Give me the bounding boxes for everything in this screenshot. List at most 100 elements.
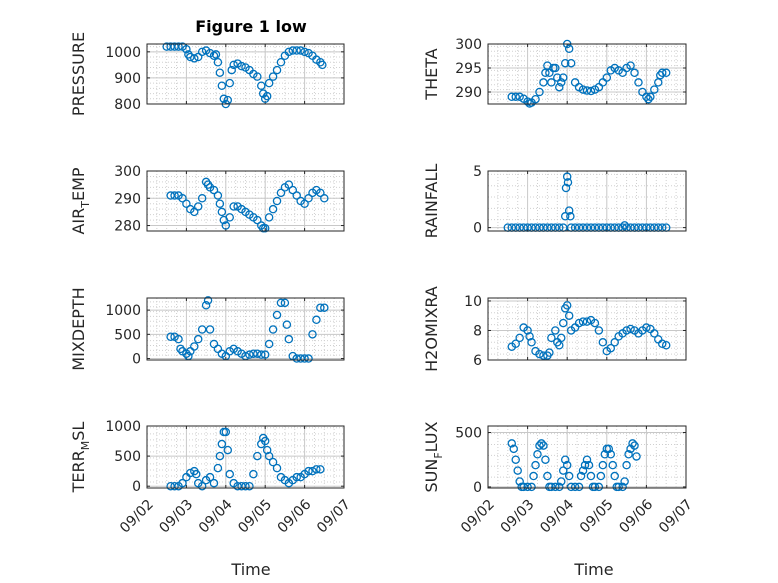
data-point <box>262 445 272 455</box>
data-point <box>511 339 520 349</box>
data-point <box>557 477 566 486</box>
data-point <box>590 318 600 328</box>
data-point <box>558 318 568 328</box>
data-point <box>626 61 635 70</box>
data-point <box>186 468 195 478</box>
x-axis-label-left: Time <box>230 560 270 579</box>
data-point <box>608 460 617 470</box>
data-point <box>276 298 286 308</box>
data-point <box>529 471 538 481</box>
data-point <box>537 439 546 448</box>
y-tick-label: 900 <box>114 71 141 87</box>
data-point <box>205 472 215 482</box>
data-point <box>570 482 580 492</box>
data-point <box>614 482 623 492</box>
data-point <box>280 298 290 308</box>
y-tick-label: 300 <box>114 164 141 180</box>
data-point <box>566 58 576 68</box>
x-tick-label: 09/03 <box>156 497 196 537</box>
data-point <box>661 340 671 350</box>
y-tick-label: 800 <box>114 97 141 113</box>
data-point <box>162 42 171 51</box>
data-point <box>562 301 572 310</box>
y-tick-label: 5 <box>473 164 482 180</box>
y-axis-label: SUNFLUX <box>422 421 445 492</box>
data-point <box>604 444 614 454</box>
data-point <box>539 78 548 87</box>
data-point <box>215 451 225 461</box>
data-point <box>509 444 518 454</box>
y-axis-label: PRESSURE <box>69 32 88 116</box>
data-point <box>253 451 262 461</box>
x-tick-label: 09/04 <box>537 497 577 537</box>
data-point <box>178 194 187 203</box>
data-point <box>318 60 327 70</box>
y-tick-label: 280 <box>114 219 141 235</box>
data-point <box>600 450 610 459</box>
data-point <box>598 338 608 347</box>
data-point <box>547 482 556 492</box>
data-point <box>264 339 274 349</box>
data-point <box>166 191 175 200</box>
data-point <box>249 349 258 358</box>
y-tick-label: 500 <box>114 327 141 343</box>
y-tick-label: 8 <box>473 323 482 339</box>
data-point <box>209 185 219 195</box>
data-point <box>292 354 301 363</box>
data-point <box>292 46 301 55</box>
data-point <box>566 212 575 221</box>
data-point <box>253 215 262 225</box>
data-point <box>209 478 219 488</box>
data-point <box>264 451 274 461</box>
x-axis-label-right: Time <box>573 560 613 579</box>
figure-title: Figure 1 low <box>195 17 307 36</box>
data-point <box>288 46 298 55</box>
data-point <box>213 463 223 473</box>
data-point <box>547 78 556 87</box>
data-point <box>560 212 570 221</box>
data-point <box>264 213 274 222</box>
y-tick-label: 300 <box>455 37 482 53</box>
y-tick-label: 1000 <box>105 419 141 435</box>
data-point <box>176 344 185 354</box>
data-point <box>316 58 325 67</box>
x-tick-label: 09/02 <box>458 497 498 537</box>
data-point <box>566 482 576 492</box>
data-point <box>312 315 321 325</box>
y-tick-label: 290 <box>114 191 141 207</box>
data-point <box>574 318 584 328</box>
y-tick-label: 295 <box>455 61 482 77</box>
data-point <box>190 207 199 217</box>
data-point <box>272 196 282 206</box>
data-point <box>225 213 234 222</box>
data-point <box>249 469 258 479</box>
y-tick-label: 0 <box>473 221 482 237</box>
data-point <box>320 303 329 312</box>
y-tick-label: 0 <box>132 479 141 495</box>
y-tick-label: 500 <box>455 426 482 442</box>
data-point <box>574 482 584 492</box>
data-point <box>217 439 227 449</box>
data-point <box>245 481 254 491</box>
axes-box <box>487 297 687 361</box>
data-point <box>582 455 592 464</box>
data-point <box>582 317 592 326</box>
data-point <box>229 60 238 70</box>
x-tick-label: 09/02 <box>117 497 157 537</box>
y-tick-label: 1000 <box>105 303 141 319</box>
data-point <box>227 65 236 75</box>
data-point <box>316 465 325 474</box>
data-point <box>288 185 298 195</box>
data-point <box>304 354 313 363</box>
y-tick-label: 290 <box>455 85 482 101</box>
data-point <box>221 221 231 230</box>
y-axis-label: H2OMIXRA <box>422 286 441 372</box>
data-point <box>642 92 651 102</box>
data-point <box>268 325 278 334</box>
data-point <box>564 44 574 54</box>
data-point <box>642 323 651 332</box>
data-point <box>316 188 325 198</box>
y-axis-label: THETA <box>422 48 441 100</box>
data-point <box>555 340 564 350</box>
data-point <box>644 94 653 104</box>
